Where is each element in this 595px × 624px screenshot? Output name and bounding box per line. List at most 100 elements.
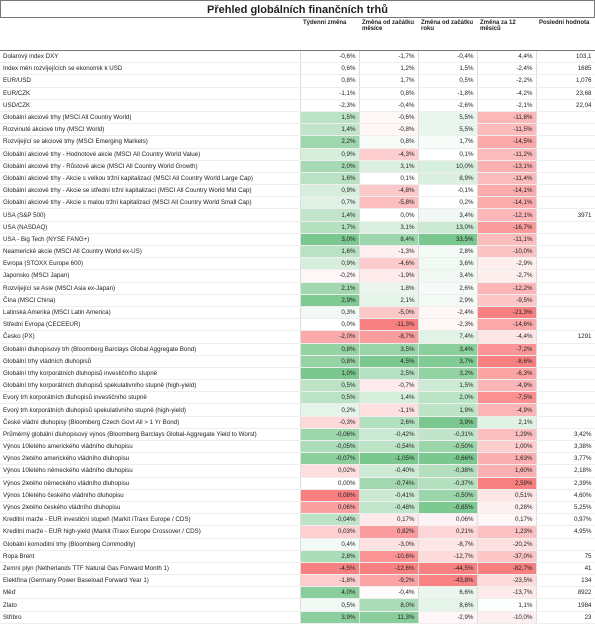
table-row: Globální akciové trhy (MSCI All Country … xyxy=(0,110,595,125)
value-cell: -6,3% xyxy=(477,367,537,381)
value-cell: 3,38% xyxy=(536,440,595,454)
value-cell: -4,9% xyxy=(477,403,537,417)
value-cell: -44,5% xyxy=(418,562,478,576)
value-cell: -0,07% xyxy=(300,452,360,466)
value-cell xyxy=(536,233,595,247)
value-cell: -0,48% xyxy=(359,501,419,515)
row-label: Kreditní marže - EUR high-yield (Markit … xyxy=(0,525,301,539)
value-cell: 4,4% xyxy=(477,49,537,64)
table-row: Výnos 2letého českého vládního dluhopisu… xyxy=(0,501,595,515)
table-row: Dolarový index DXY -0,6% -1,7% -0,4% 4,4% 103… xyxy=(0,49,595,64)
value-cell: -4,9% xyxy=(477,379,537,393)
value-cell: -2,1% xyxy=(477,99,537,112)
row-label: Index měn rozvíjejících se ekonomik k US… xyxy=(0,62,301,76)
row-label: Globální trhy vládních dluhopisů xyxy=(0,355,301,368)
value-cell: -12,2% xyxy=(477,282,537,295)
value-cell: -0,4% xyxy=(359,586,419,600)
value-cell: -5,8% xyxy=(359,196,419,210)
row-label: Globální akciové trhy (MSCI All Country … xyxy=(0,110,301,125)
value-cell xyxy=(536,135,595,149)
row-label: USA - Big Tech (NYSE FANG+) xyxy=(0,233,301,247)
value-cell: 1,7% xyxy=(418,135,478,149)
value-cell: -4,8% xyxy=(359,184,419,198)
value-cell: -0,04% xyxy=(300,513,360,527)
value-cell: -0,6% xyxy=(359,110,419,125)
value-cell: -0,6% xyxy=(300,49,360,64)
header-cell: Poslední hodnota xyxy=(536,18,595,51)
row-label: Globální akciové trhy - Růstové akcie (M… xyxy=(0,160,301,173)
value-cell: 1,7% xyxy=(300,221,360,234)
value-cell: -13,7% xyxy=(477,586,537,600)
value-cell: 2,0% xyxy=(418,391,478,405)
value-cell: -0,4% xyxy=(359,99,419,112)
value-cell: -11,4% xyxy=(477,172,537,186)
value-cell: -2,6% xyxy=(418,99,478,112)
table-row: Evropa (STOXX Europe 600) 0,9% -4,6% 3,6% -2… xyxy=(0,257,595,271)
value-cell: 1,6% xyxy=(300,172,360,186)
value-cell xyxy=(536,245,595,259)
value-cell: 1,9% xyxy=(418,403,478,417)
value-cell: -0,31% xyxy=(418,427,478,442)
value-cell: -14,5% xyxy=(477,135,537,149)
title: Přehled globálních finančních trhů xyxy=(0,0,595,18)
value-cell: 1,2% xyxy=(359,62,419,76)
value-cell: 0,9% xyxy=(300,184,360,198)
row-label: Globální akciové trhy - Akcie se střední… xyxy=(0,184,301,198)
header-cell: Změna od začátku roku xyxy=(418,18,477,51)
value-cell: -2,2% xyxy=(477,74,537,88)
value-cell: -20,2% xyxy=(477,537,537,551)
value-cell: -23,5% xyxy=(477,574,537,588)
table-row: Výnos 10letého amerického vládního dluho… xyxy=(0,440,595,454)
value-cell: 5,5% xyxy=(418,123,478,137)
table-row: Rozvinuté akciové trhy (MSCI World) 1,4% -… xyxy=(0,123,595,137)
table-row: Globální dluhopisový trh (Bloomberg Barc… xyxy=(0,342,595,356)
value-cell: -3,0% xyxy=(359,537,419,551)
value-cell: -2,7% xyxy=(477,269,537,283)
value-cell: -0,40% xyxy=(359,464,419,478)
row-label: Japonsko (MSCI Japan) xyxy=(0,269,301,283)
table-row: USA (NASDAQ) 1,7% 3,1% 13,0% -16,7% xyxy=(0,221,595,234)
value-cell: 0,17% xyxy=(477,513,537,527)
value-cell: -0,1% xyxy=(418,184,478,198)
value-cell: 0,8% xyxy=(300,74,360,88)
table-row: Globální akciové trhy - Hodnotové akcie … xyxy=(0,148,595,161)
value-cell: 0,28% xyxy=(477,501,537,515)
value-cell: -4,6% xyxy=(359,257,419,271)
value-cell: 8,0% xyxy=(359,598,419,612)
table-row: Čína (MSCI China) 2,9% 2,1% 2,9% -9,5% xyxy=(0,294,595,307)
value-cell: 0,0% xyxy=(359,208,419,222)
row-label: Rozvinuté akciové trhy (MSCI World) xyxy=(0,123,301,137)
value-cell: -4,4% xyxy=(477,330,537,344)
value-cell: 1291 xyxy=(536,330,595,344)
value-cell: 1,8% xyxy=(359,282,419,295)
value-cell: 3,9% xyxy=(300,611,360,624)
value-cell: 13,0% xyxy=(418,221,478,234)
table-row: Globální akciové trhy - Akcie s velkou t… xyxy=(0,172,595,186)
value-cell: -0,66% xyxy=(418,452,478,466)
value-cell: -2,4% xyxy=(477,62,537,76)
row-label: Střední Evropa (CECEEUR) xyxy=(0,318,301,332)
value-cell: 10,0% xyxy=(418,160,478,173)
value-cell: -8,7% xyxy=(359,330,419,344)
value-cell: 23,68 xyxy=(536,87,595,100)
table-row: Globální trhy korporátních dluhopisů inv… xyxy=(0,367,595,381)
row-label: Výnos 10letého českého vládního dluhopis… xyxy=(0,489,301,502)
table-row: Rozvíjející se akciové trhy (MSCI Emergi… xyxy=(0,135,595,149)
value-cell: 1685 xyxy=(536,62,595,76)
value-cell: -82,7% xyxy=(477,562,537,576)
table-row: Rozvíjející se Asie (MSCI Asia ex-Japan)… xyxy=(0,282,595,295)
value-cell: -1,1% xyxy=(359,403,419,417)
row-label: Česko (PX) xyxy=(0,330,301,344)
value-cell: 75 xyxy=(536,550,595,563)
row-label: Globální akciové trhy - Akcie s velkou t… xyxy=(0,172,301,186)
value-cell xyxy=(536,257,595,271)
value-cell: 0,4% xyxy=(300,537,360,551)
value-cell: 8922 xyxy=(536,586,595,600)
value-cell: -0,2% xyxy=(300,269,360,283)
value-cell: 0,1% xyxy=(359,172,419,186)
value-cell: -12,6% xyxy=(359,562,419,576)
value-cell: -0,3% xyxy=(300,416,360,429)
value-cell: 6,6% xyxy=(418,586,478,600)
value-cell: 0,8% xyxy=(359,135,419,149)
value-cell: 1,7% xyxy=(359,74,419,88)
